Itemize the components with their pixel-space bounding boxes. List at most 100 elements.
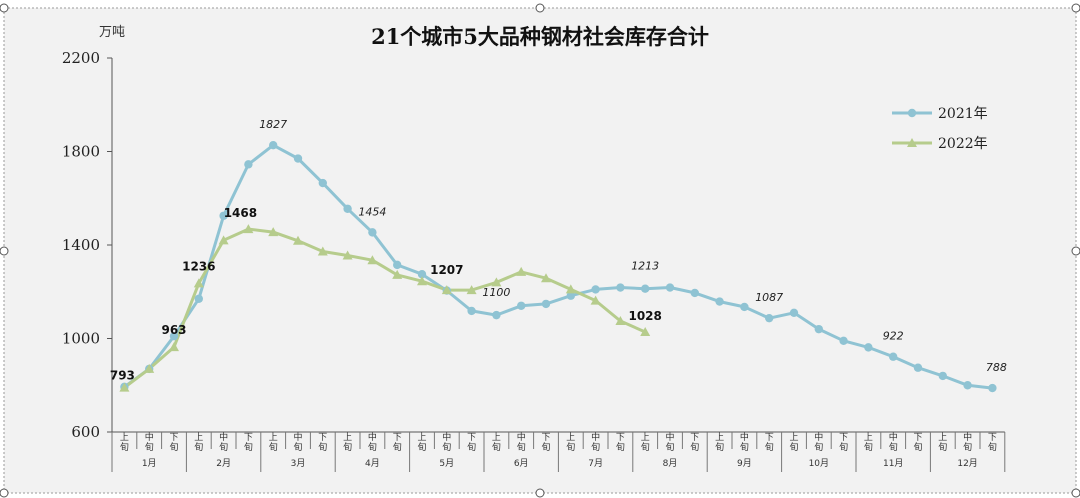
x-period-label-bottom: 旬 [194, 441, 203, 453]
data-point-circle [690, 288, 699, 298]
x-period-label-top: 下 [541, 433, 550, 443]
x-period-label-bottom: 旬 [740, 441, 749, 453]
x-period-label-bottom: 旬 [913, 441, 922, 453]
selection-handle[interactable] [0, 246, 9, 256]
data-label-2022: 963 [161, 323, 186, 337]
x-month-label: 8月 [663, 458, 678, 469]
x-period-label-bottom: 旬 [864, 441, 873, 453]
x-period-label-bottom: 旬 [789, 441, 798, 453]
data-point-triangle [392, 269, 403, 279]
y-tick-label: 1800 [62, 143, 100, 161]
series-lines [123, 143, 993, 390]
x-period-label-top: 中 [591, 431, 600, 443]
data-point-circle [343, 204, 352, 213]
data-label-2022: 1207 [430, 263, 463, 277]
x-period-label-top: 上 [566, 432, 575, 443]
data-labels: 1827 1454 1100 1213 1087 922 788 793 963 1236 1468… [110, 118, 1007, 382]
data-label-2021: 922 [883, 330, 904, 343]
chart-title: 21个城市5大品种钢材社会库存合计 [371, 24, 709, 49]
x-period-label-bottom: 旬 [517, 441, 526, 453]
x-month-label: 12月 [957, 458, 977, 469]
data-point-triangle [640, 326, 651, 336]
data-point-circle [740, 302, 749, 312]
x-period-label-bottom: 旬 [938, 441, 947, 453]
y-tick-label: 1400 [62, 236, 100, 254]
x-period-label-top: 上 [120, 432, 129, 443]
selection-handle[interactable] [1071, 246, 1080, 256]
selection-handles[interactable] [0, 3, 1080, 498]
data-point-circle [417, 270, 427, 279]
data-point-triangle [441, 285, 452, 295]
x-month-label: 9月 [737, 458, 752, 469]
x-period-label-top: 中 [293, 431, 302, 443]
chart-area [3, 7, 1077, 494]
y-tick-label: 1000 [62, 330, 100, 348]
x-period-label-top: 上 [343, 432, 352, 443]
x-period-label-top: 下 [765, 433, 774, 443]
x-period-label-top: 中 [517, 431, 526, 443]
data-label-2022: 1028 [628, 309, 661, 323]
data-point-circle [913, 363, 923, 372]
x-period-label-bottom: 旬 [492, 441, 501, 453]
x-month-label: 6月 [514, 458, 529, 469]
data-point-circle [318, 178, 327, 188]
x-period-label-top: 上 [864, 432, 873, 443]
data-point-triangle [491, 277, 502, 287]
selection-handle[interactable] [1071, 3, 1080, 13]
x-period-label-top: 中 [963, 431, 972, 443]
data-label-2022: 1236 [182, 259, 215, 273]
selection-handle[interactable] [0, 3, 9, 13]
data-label-2021: 1100 [482, 286, 510, 299]
data-point-circle [789, 308, 799, 317]
x-period-label-top: 中 [219, 431, 228, 443]
data-label-2021: 1087 [755, 291, 783, 304]
selection-handle[interactable] [535, 3, 545, 13]
data-point-circle [194, 294, 203, 303]
x-period-label-bottom: 旬 [641, 441, 650, 453]
x-period-label-top: 上 [715, 432, 724, 443]
data-point-circle [269, 140, 278, 150]
x-period-label-top: 中 [442, 431, 451, 443]
x-period-label-bottom: 旬 [715, 441, 724, 453]
data-point-circle [467, 306, 476, 316]
x-period-label-bottom: 旬 [393, 441, 402, 453]
x-period-label-bottom: 旬 [988, 441, 997, 453]
x-period-label-bottom: 旬 [665, 441, 674, 453]
legend: 2021年 2022年 [892, 106, 988, 152]
selection-handle[interactable] [1071, 488, 1080, 498]
x-period-label-top: 上 [789, 432, 798, 443]
data-point-circle [616, 283, 625, 292]
y-tick-label: 600 [71, 423, 100, 441]
x-period-label-bottom: 旬 [591, 441, 600, 453]
axes: 6001000140018002200上旬中旬下旬上旬中旬下旬上旬中旬下旬上旬中… [62, 49, 1006, 472]
y-axis-unit: 万吨 [99, 25, 125, 40]
selection-handle[interactable] [535, 488, 545, 498]
y-tick-label: 2200 [62, 49, 100, 67]
data-point-triangle [342, 250, 353, 260]
data-point-circle [293, 154, 303, 163]
data-point-circle [814, 324, 823, 334]
x-period-label-top: 下 [467, 433, 476, 443]
legend-marker-triangle [907, 138, 917, 147]
x-period-label-top: 下 [244, 433, 253, 443]
x-period-label-bottom: 旬 [417, 441, 426, 453]
x-period-label-top: 下 [690, 433, 699, 443]
x-period-label-top: 下 [393, 433, 402, 443]
data-point-triangle [243, 224, 254, 234]
data-point-triangle [516, 266, 527, 276]
x-period-label-top: 下 [913, 433, 922, 443]
x-period-label-bottom: 旬 [814, 441, 823, 453]
x-month-label: 10月 [809, 458, 829, 469]
x-month-label: 3月 [291, 458, 306, 469]
data-point-circle [169, 331, 179, 341]
selection-handle[interactable] [0, 488, 9, 498]
data-label-2021: 1827 [259, 118, 287, 131]
data-point-circle [368, 228, 377, 237]
series-line-2 [123, 227, 646, 389]
data-label-2021: 1213 [631, 260, 659, 273]
x-period-label-bottom: 旬 [368, 441, 377, 453]
x-period-label-bottom: 旬 [963, 441, 972, 453]
x-period-label-top: 上 [641, 432, 650, 443]
legend-label-1: 2021年 [938, 106, 988, 122]
data-point-triangle [565, 284, 576, 294]
